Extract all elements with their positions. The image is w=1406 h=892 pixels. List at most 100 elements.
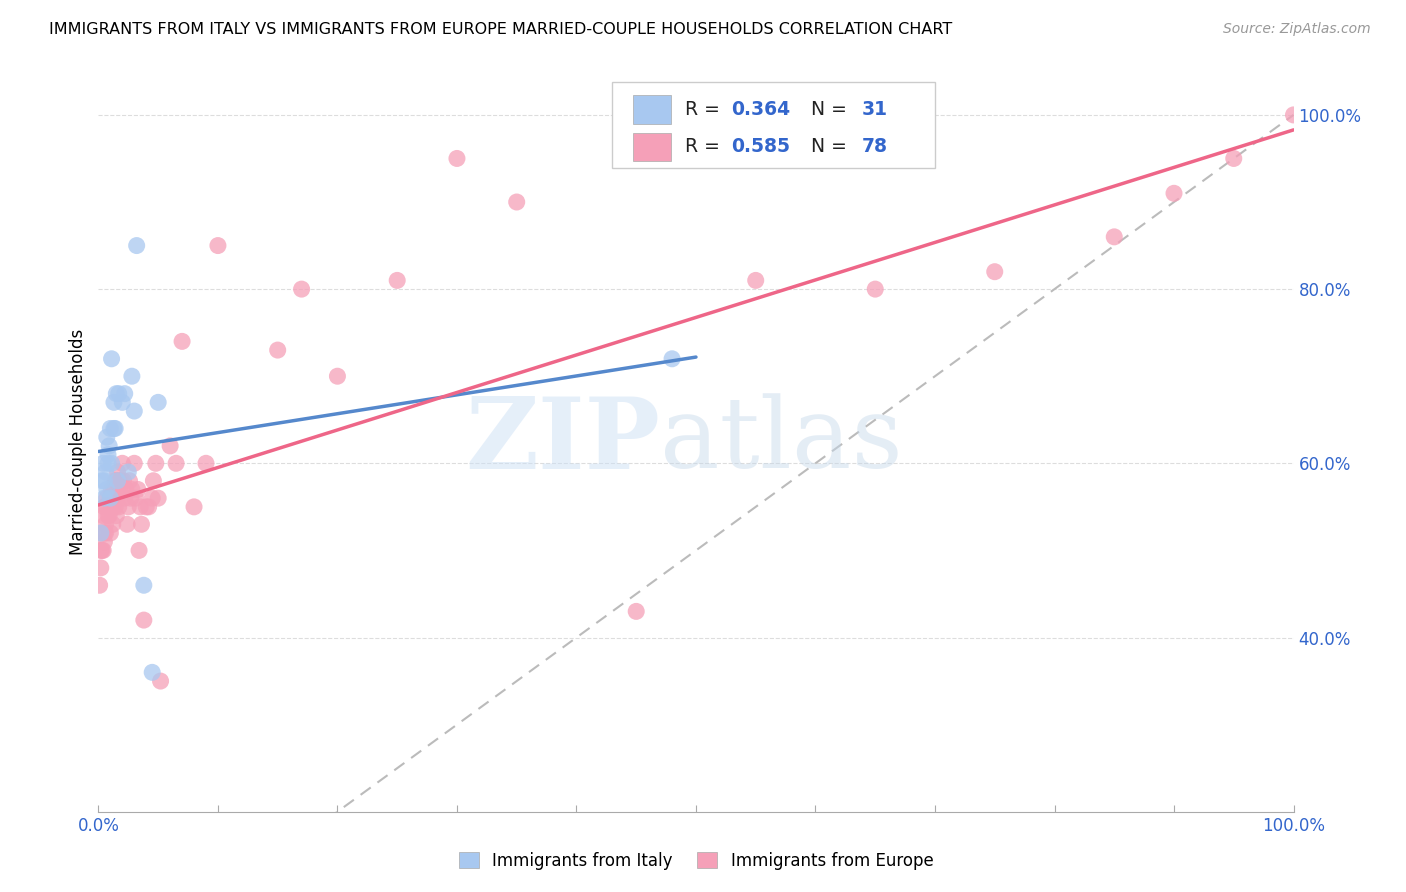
Point [93,491,115,505]
Point [107,474,129,488]
Point [105,386,128,401]
Point [98,491,122,505]
Point [97,448,120,462]
Point [145,456,167,470]
Point [104,421,127,435]
Point [89,578,111,592]
Point [124,491,146,505]
Point [132,613,155,627]
Point [1104,230,1126,244]
Point [115,517,138,532]
Text: R =: R = [685,100,725,119]
Point [91,456,114,470]
Point [91,474,114,488]
Point [98,439,121,453]
Y-axis label: Married-couple Households: Married-couple Households [69,328,87,555]
Text: 0.364: 0.364 [731,100,790,119]
Point [326,369,349,384]
Point [183,500,205,514]
Point [105,508,128,523]
Point [108,483,131,497]
Point [103,483,125,497]
Point [984,265,1007,279]
Point [114,386,136,401]
Point [104,500,127,514]
Point [111,395,134,409]
Point [100,500,122,514]
Point [90,561,112,575]
Point [120,491,142,505]
Point [94,465,117,479]
Point [745,273,768,287]
Point [111,456,134,470]
Point [91,543,114,558]
Point [132,578,155,592]
Point [149,674,172,689]
Point [107,500,129,514]
Point [125,238,148,252]
Point [385,273,409,287]
Point [105,474,128,488]
Point [1163,186,1185,201]
Point [626,604,648,618]
Point [98,508,121,523]
Point [128,543,150,558]
Point [114,491,136,505]
Text: N =: N = [793,100,852,119]
Text: 78: 78 [862,137,889,156]
Point [267,343,290,357]
Point [291,282,314,296]
Point [135,500,157,514]
Text: N =: N = [793,137,852,156]
Point [118,474,141,488]
Text: 31: 31 [862,100,889,119]
Point [94,517,117,532]
Point [96,483,118,497]
Point [103,491,125,505]
Point [117,500,139,514]
Point [91,508,114,523]
Point [107,474,129,488]
Point [98,526,122,541]
Point [165,456,187,470]
Legend: Immigrants from Italy, Immigrants from Europe: Immigrants from Italy, Immigrants from E… [458,852,934,870]
Point [110,474,132,488]
Point [93,526,115,541]
Point [148,491,170,505]
Text: IMMIGRANTS FROM ITALY VS IMMIGRANTS FROM EUROPE MARRIED-COUPLE HOUSEHOLDS CORREL: IMMIGRANTS FROM ITALY VS IMMIGRANTS FROM… [49,22,952,37]
Point [142,474,165,488]
Point [141,491,163,505]
Point [107,483,129,497]
Point [115,483,138,497]
Point [96,500,118,514]
Point [131,517,153,532]
Point [159,439,181,453]
Text: R =: R = [685,137,725,156]
Point [1223,152,1246,166]
Point [195,456,218,470]
Point [112,474,135,488]
Point [138,500,160,514]
Text: ZIP: ZIP [465,393,661,490]
Text: Source: ZipAtlas.com: Source: ZipAtlas.com [1223,22,1371,37]
Point [100,483,122,497]
Point [104,474,127,488]
Point [103,421,125,435]
Point [129,500,152,514]
Point [93,474,115,488]
Point [96,430,118,444]
Point [148,395,170,409]
Point [865,282,887,296]
Bar [633,133,671,161]
Point [91,526,114,541]
Point [98,421,122,435]
Point [117,465,139,479]
Point [446,152,468,166]
Point [100,351,122,366]
Point [91,543,114,558]
Point [105,491,128,505]
Point [100,456,122,470]
Point [207,238,229,252]
Point [90,526,112,541]
FancyBboxPatch shape [613,82,935,168]
